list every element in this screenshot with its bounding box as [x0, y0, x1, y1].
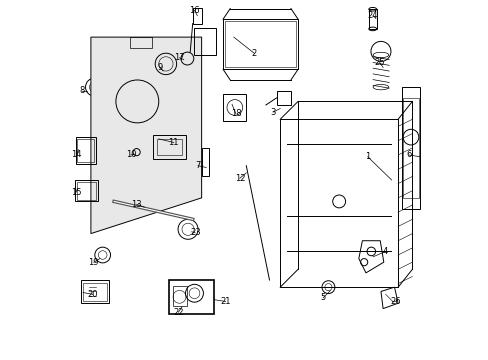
Bar	[157, 139, 182, 155]
Text: 20: 20	[87, 290, 98, 299]
Text: 1: 1	[365, 152, 369, 161]
Text: 15: 15	[70, 188, 81, 197]
Bar	[402, 98, 418, 198]
Bar	[77, 182, 96, 200]
Bar	[201, 148, 208, 176]
Text: 10: 10	[125, 150, 136, 159]
Bar	[368, 9, 376, 29]
Bar	[192, 8, 201, 24]
Bar	[169, 280, 214, 314]
Text: 6: 6	[406, 150, 411, 159]
Text: 23: 23	[189, 228, 200, 237]
Bar	[280, 119, 397, 287]
Text: 21: 21	[220, 297, 230, 306]
Text: 18: 18	[230, 109, 241, 118]
Bar	[77, 139, 94, 162]
Bar	[223, 19, 298, 69]
Text: 17: 17	[174, 53, 184, 62]
Text: 14: 14	[71, 150, 81, 159]
Text: 5: 5	[320, 293, 325, 302]
Text: 24: 24	[367, 11, 378, 20]
Text: 11: 11	[168, 138, 179, 147]
Text: 25: 25	[373, 58, 384, 67]
Text: 7: 7	[195, 161, 201, 170]
Bar	[81, 280, 109, 303]
Bar	[224, 21, 296, 67]
Bar	[83, 283, 107, 301]
Bar	[276, 91, 290, 105]
Polygon shape	[91, 37, 201, 234]
Text: 26: 26	[389, 297, 400, 306]
Text: 19: 19	[88, 258, 99, 267]
Text: 8: 8	[79, 86, 84, 95]
Text: 3: 3	[270, 108, 275, 117]
Text: 2: 2	[251, 49, 256, 58]
Bar	[76, 137, 95, 164]
Text: 12: 12	[234, 174, 244, 183]
Text: 22: 22	[173, 308, 183, 317]
Text: 4: 4	[382, 247, 387, 256]
Bar	[153, 135, 185, 158]
Bar	[75, 180, 98, 202]
Bar	[173, 286, 187, 306]
Text: 16: 16	[189, 6, 200, 15]
Text: 9: 9	[158, 63, 163, 72]
Text: 13: 13	[131, 200, 142, 209]
Bar	[223, 94, 246, 121]
Bar	[401, 87, 419, 208]
Bar	[130, 37, 151, 48]
Bar	[194, 28, 216, 55]
